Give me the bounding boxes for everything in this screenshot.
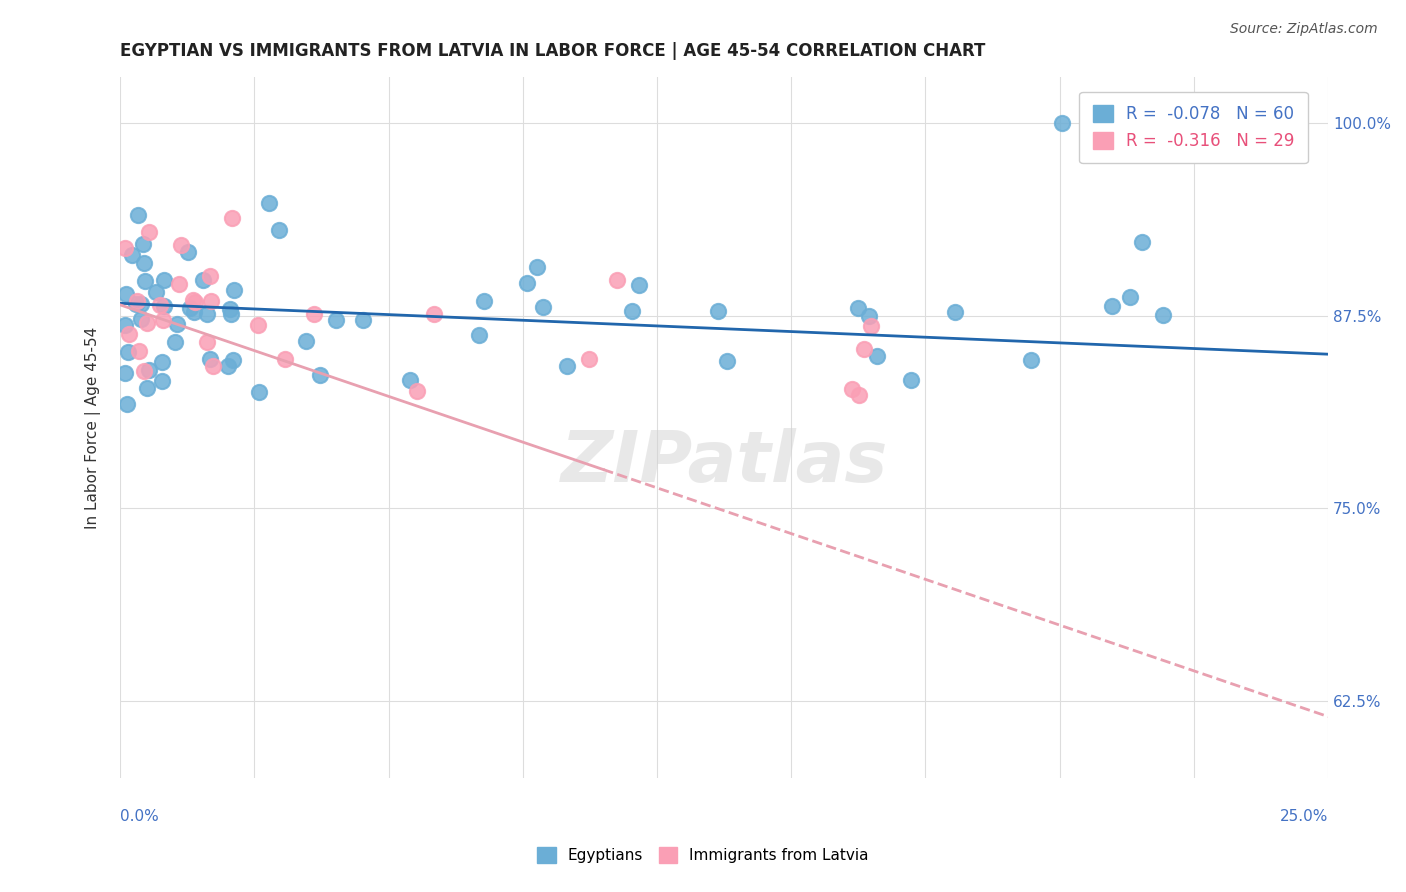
Point: [153, 299, 176, 313]
Point: [531, 300, 554, 314]
Point: [706, 304, 728, 318]
Point: [200, 269, 222, 284]
Point: [114, 366, 136, 380]
Point: [125, 294, 148, 309]
Point: [117, 326, 139, 341]
Point: [853, 342, 876, 356]
Text: Source: ZipAtlas.com: Source: ZipAtlas.com: [1230, 22, 1378, 37]
Point: [221, 211, 243, 225]
Point: [131, 237, 153, 252]
Point: [578, 351, 600, 366]
Legend: Egyptians, Immigrants from Latvia: Egyptians, Immigrants from Latvia: [526, 835, 880, 875]
Point: [181, 293, 204, 308]
Point: [125, 297, 148, 311]
Text: ZIPatlas: ZIPatlas: [561, 428, 887, 497]
Point: [128, 343, 150, 358]
Point: [900, 373, 922, 387]
Point: [295, 334, 318, 348]
Point: [114, 286, 136, 301]
Point: [246, 318, 269, 333]
Point: [218, 359, 240, 373]
Point: [606, 273, 628, 287]
Point: [167, 277, 190, 292]
Point: [257, 196, 280, 211]
Point: [1052, 116, 1074, 130]
Point: [183, 305, 205, 319]
Point: [136, 381, 159, 395]
Point: [129, 312, 152, 326]
Text: 0.0%: 0.0%: [120, 809, 159, 824]
Point: [117, 345, 139, 359]
Point: [117, 397, 139, 411]
Point: [177, 244, 200, 259]
Point: [191, 273, 214, 287]
Point: [200, 294, 222, 309]
Point: [170, 238, 193, 252]
Point: [127, 207, 149, 221]
Point: [1119, 290, 1142, 304]
Point: [134, 364, 156, 378]
Point: [219, 301, 242, 316]
Point: [325, 313, 347, 327]
Point: [848, 388, 870, 402]
Point: [114, 318, 136, 332]
Point: [302, 307, 325, 321]
Point: [166, 317, 188, 331]
Point: [145, 285, 167, 299]
Point: [134, 256, 156, 270]
Point: [153, 272, 176, 286]
Point: [1152, 308, 1174, 322]
Point: [1130, 235, 1153, 249]
Point: [555, 359, 578, 373]
Point: [859, 319, 882, 334]
Point: [138, 363, 160, 377]
Point: [399, 373, 422, 387]
Point: [165, 335, 187, 350]
Point: [247, 384, 270, 399]
Point: [195, 306, 218, 320]
Point: [152, 313, 174, 327]
Point: [224, 283, 246, 297]
Point: [202, 359, 225, 374]
Point: [516, 276, 538, 290]
Point: [943, 305, 966, 319]
Point: [195, 335, 218, 350]
Point: [1101, 299, 1123, 313]
Point: [222, 352, 245, 367]
Y-axis label: In Labor Force | Age 45-54: In Labor Force | Age 45-54: [86, 326, 101, 529]
Point: [269, 223, 291, 237]
Point: [149, 298, 172, 312]
Point: [848, 301, 870, 316]
Point: [841, 382, 863, 396]
Point: [858, 309, 880, 323]
Point: [628, 278, 651, 293]
Point: [129, 297, 152, 311]
Point: [468, 327, 491, 342]
Point: [219, 307, 242, 321]
Point: [308, 368, 330, 382]
Point: [121, 248, 143, 262]
Point: [526, 260, 548, 274]
Point: [184, 294, 207, 309]
Point: [352, 312, 374, 326]
Point: [138, 225, 160, 239]
Text: EGYPTIAN VS IMMIGRANTS FROM LATVIA IN LABOR FORCE | AGE 45-54 CORRELATION CHART: EGYPTIAN VS IMMIGRANTS FROM LATVIA IN LA…: [120, 42, 986, 60]
Point: [179, 301, 201, 315]
Text: 25.0%: 25.0%: [1279, 809, 1329, 824]
Point: [150, 355, 173, 369]
Point: [620, 304, 643, 318]
Point: [198, 351, 221, 366]
Point: [716, 354, 738, 368]
Legend: R =  -0.078   N = 60, R =  -0.316   N = 29: R = -0.078 N = 60, R = -0.316 N = 29: [1080, 92, 1308, 163]
Point: [423, 307, 446, 321]
Point: [114, 241, 136, 255]
Point: [472, 294, 495, 309]
Point: [1019, 352, 1042, 367]
Point: [134, 274, 156, 288]
Point: [406, 384, 429, 398]
Point: [135, 316, 157, 330]
Point: [150, 374, 173, 388]
Point: [865, 349, 887, 363]
Point: [273, 352, 295, 367]
